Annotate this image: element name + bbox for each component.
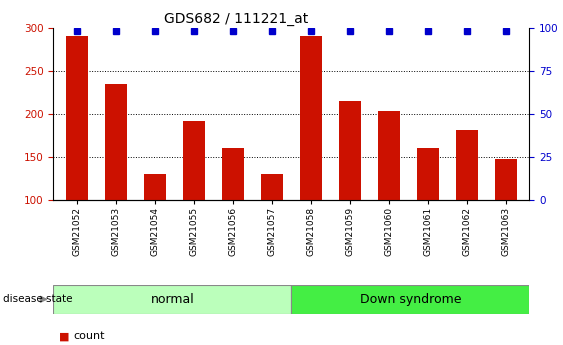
Bar [339, 101, 360, 200]
Bar [292, 285, 529, 314]
Text: ■: ■ [59, 332, 70, 341]
Bar [456, 130, 477, 200]
Text: disease state: disease state [3, 294, 72, 304]
Bar [66, 36, 88, 200]
Bar [495, 159, 516, 200]
Bar [300, 36, 321, 200]
Text: Down syndrome: Down syndrome [360, 293, 461, 306]
Bar [417, 148, 439, 200]
Text: normal: normal [150, 293, 194, 306]
Bar [183, 121, 204, 200]
Bar [378, 111, 400, 200]
Bar [144, 174, 166, 200]
Bar [105, 84, 127, 200]
Text: GDS682 / 111221_at: GDS682 / 111221_at [164, 12, 309, 26]
Bar [222, 148, 244, 200]
Bar [261, 174, 283, 200]
Bar [53, 285, 292, 314]
Text: count: count [73, 332, 105, 341]
